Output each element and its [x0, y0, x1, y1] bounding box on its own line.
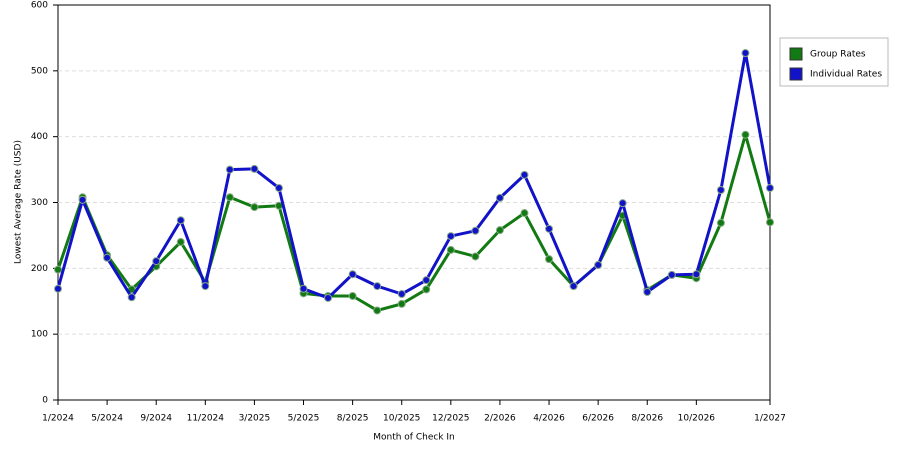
point: [643, 288, 652, 297]
point: [78, 195, 87, 204]
point: [569, 282, 578, 291]
point: [54, 265, 62, 274]
point: [766, 218, 774, 227]
point: [422, 285, 431, 294]
x-tick-label: 10/2026: [678, 414, 716, 424]
x-tick-label: 1/2027: [754, 414, 786, 424]
point: [324, 293, 333, 302]
point: [201, 282, 210, 291]
y-tick-label: 100: [31, 330, 48, 340]
series-line: [56, 133, 772, 312]
x-tick-label: 4/2026: [533, 414, 565, 424]
point: [471, 226, 480, 235]
point: [225, 165, 234, 174]
x-tick-label: 10/2025: [383, 414, 420, 424]
y-tick-label: 600: [31, 1, 48, 11]
point: [274, 184, 283, 193]
point: [495, 193, 504, 202]
point: [545, 224, 554, 233]
point: [397, 290, 406, 299]
point: [250, 203, 259, 212]
point: [373, 306, 382, 315]
series-line: [56, 51, 772, 300]
legend-swatch: [789, 47, 803, 61]
point: [520, 209, 529, 218]
y-tick-label: 400: [31, 132, 48, 142]
point: [545, 255, 554, 264]
x-axis-title: Month of Check In: [373, 433, 455, 443]
point: [741, 49, 750, 58]
point: [471, 252, 480, 261]
point: [152, 257, 161, 266]
point: [446, 232, 455, 241]
x-tick-label: 1/2024: [42, 414, 74, 424]
point: [373, 282, 382, 291]
point: [618, 199, 627, 208]
x-tick-label: 9/2024: [140, 414, 172, 424]
x-tick-label: 2/2026: [484, 414, 516, 424]
x-tick-label: 8/2025: [337, 414, 369, 424]
point: [348, 291, 357, 300]
point: [716, 218, 725, 227]
legend-label: Group Rates: [810, 50, 866, 60]
y-tick-label: 200: [31, 264, 48, 274]
point: [176, 238, 185, 246]
point: [176, 216, 185, 225]
point: [127, 293, 136, 302]
y-axis-title: Lowest Average Rate (USD): [14, 140, 24, 264]
point: [446, 245, 455, 254]
point: [348, 270, 357, 279]
x-tick-label: 11/2024: [187, 414, 225, 424]
point: [299, 284, 308, 293]
point: [397, 299, 406, 308]
x-tick-label: 5/2025: [288, 414, 320, 424]
x-tick-label: 3/2025: [239, 414, 271, 424]
point: [716, 185, 725, 194]
point: [225, 193, 234, 202]
point: [422, 276, 431, 285]
point: [741, 130, 750, 139]
y-tick-label: 300: [31, 198, 48, 208]
y-tick-label: 0: [42, 396, 48, 406]
x-tick-label: 6/2026: [582, 414, 614, 424]
y-tick-label: 500: [31, 66, 48, 76]
x-tick-label: 12/2025: [432, 414, 469, 424]
point: [103, 253, 112, 262]
point: [594, 261, 603, 270]
point: [520, 170, 529, 179]
point: [766, 184, 774, 193]
point: [54, 284, 62, 293]
point: [692, 270, 701, 279]
x-tick-label: 5/2024: [91, 414, 123, 424]
point: [667, 270, 676, 279]
x-tick-label: 8/2026: [631, 414, 663, 424]
point: [250, 164, 259, 173]
legend-label: Individual Rates: [810, 70, 882, 80]
legend-swatch: [789, 67, 803, 81]
point: [495, 226, 504, 235]
